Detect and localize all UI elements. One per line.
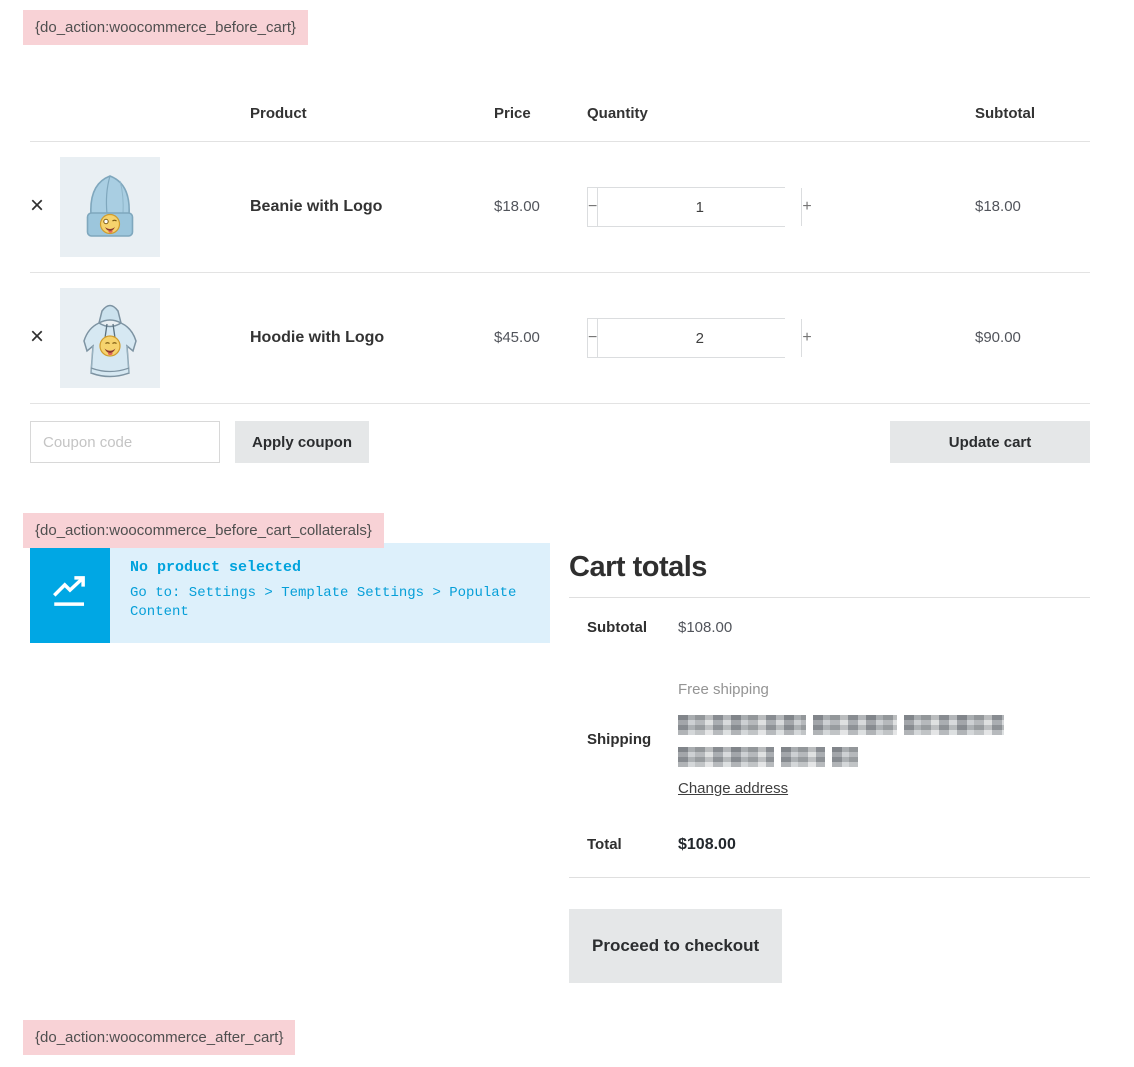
quantity-input[interactable]: [598, 319, 802, 357]
cart-item-row: × Beanie with Logo: [30, 142, 1090, 273]
cart-totals-section: Cart totals Subtotal $108.00 Shipping Fr…: [569, 543, 1090, 983]
total-label: Total: [587, 836, 622, 853]
shipping-row: Shipping Free shipping Change address: [569, 636, 1090, 797]
cart-item-row: × Hoodie with Logo: [30, 273, 1090, 404]
item-price: $18.00: [494, 198, 540, 215]
beanie-with-logo-thumbnail[interactable]: [60, 157, 160, 257]
divider: [569, 877, 1090, 878]
quantity-stepper: − +: [587, 318, 812, 358]
item-subtotal: $90.00: [975, 329, 1021, 346]
total-value: $108.00: [678, 836, 736, 853]
hook-badge-before-cart: {do_action:woocommerce_before_cart}: [23, 10, 308, 45]
header-product: Product: [250, 105, 307, 122]
product-name-link[interactable]: Beanie with Logo: [250, 198, 383, 215]
no-product-selected-notice: No product selected Go to: Settings > Te…: [30, 543, 550, 643]
remove-item-icon[interactable]: ×: [30, 323, 45, 350]
change-address-link[interactable]: Change address: [678, 780, 789, 797]
cart-table: Product Price Quantity Subtotal ×: [30, 105, 1090, 404]
subtotal-row: Subtotal $108.00: [569, 598, 1090, 636]
cart-collaterals: No product selected Go to: Settings > Te…: [0, 543, 1134, 983]
notice-title: No product selected: [130, 559, 302, 576]
subtotal-label: Subtotal: [587, 619, 647, 636]
item-price: $45.00: [494, 329, 540, 346]
quantity-input[interactable]: [598, 188, 802, 226]
subtotal-value: $108.00: [678, 619, 733, 636]
notice-icon-cell: [30, 543, 110, 643]
shipping-method: Free shipping: [678, 681, 769, 698]
header-price: Price: [494, 105, 531, 122]
update-cart-button[interactable]: Update cart: [890, 421, 1090, 463]
item-subtotal: $18.00: [975, 198, 1021, 215]
cart-totals-title: Cart totals: [569, 551, 707, 583]
plus-icon[interactable]: +: [801, 319, 812, 357]
shipping-address-redacted-line: [678, 715, 1090, 735]
apply-coupon-button[interactable]: Apply coupon: [235, 421, 369, 463]
cart-table-header: Product Price Quantity Subtotal: [30, 105, 1090, 142]
hoodie-with-logo-thumbnail[interactable]: [60, 288, 160, 388]
notice-message: Go to: Settings > Template Settings > Po…: [130, 585, 517, 620]
hook-badge-after-cart: {do_action:woocommerce_after_cart}: [23, 1020, 296, 1055]
quantity-stepper: − +: [587, 187, 812, 227]
plus-icon[interactable]: +: [801, 188, 812, 226]
proceed-to-checkout-button[interactable]: Proceed to checkout: [569, 909, 783, 983]
minus-icon[interactable]: −: [588, 188, 599, 226]
total-row: Total $108.00: [569, 797, 1090, 854]
header-quantity: Quantity: [587, 105, 648, 122]
hook-badge-before-cart-collaterals: {do_action:woocommerce_before_cart_colla…: [23, 513, 384, 548]
shipping-address-redacted-line: [678, 747, 1090, 767]
minus-icon[interactable]: −: [588, 319, 599, 357]
notice-body: No product selected Go to: Settings > Te…: [110, 543, 550, 643]
shipping-label: Shipping: [587, 730, 652, 748]
divider: [569, 597, 1090, 598]
remove-item-icon[interactable]: ×: [30, 192, 45, 219]
product-name-link[interactable]: Hoodie with Logo: [250, 329, 385, 346]
header-subtotal: Subtotal: [975, 105, 1035, 122]
trending-up-icon: [49, 570, 91, 617]
coupon-code-input[interactable]: [30, 421, 220, 463]
cart-actions-row: Apply coupon Update cart: [30, 421, 1090, 463]
